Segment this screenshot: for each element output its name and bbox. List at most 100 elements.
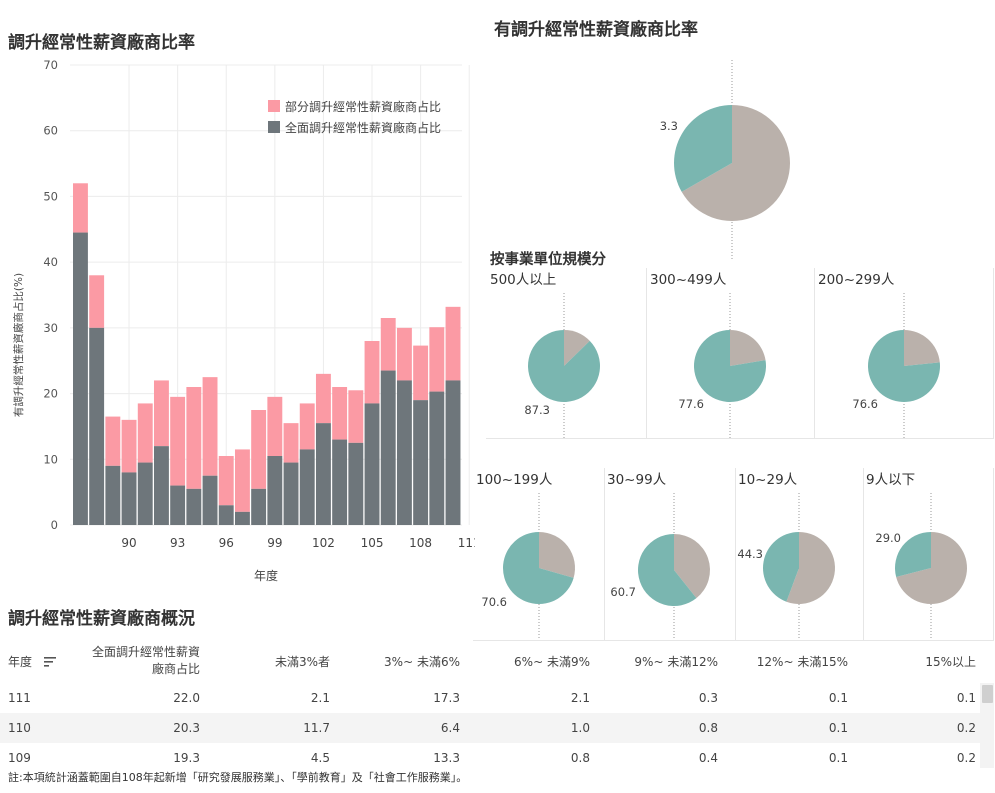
- col-header-12-15[interactable]: 12%~ 未滿15%: [756, 655, 848, 669]
- bar-y-tick-label: 0: [51, 518, 58, 532]
- pie-slice-rest[interactable]: [681, 105, 790, 221]
- bar-full[interactable]: [299, 449, 315, 525]
- bar-partial[interactable]: [105, 416, 121, 466]
- bar-partial[interactable]: [170, 396, 186, 486]
- bar-partial[interactable]: [283, 423, 299, 463]
- table-cell-value: 6.4: [440, 721, 460, 735]
- pie-slice-rest[interactable]: [564, 330, 590, 366]
- bar-partial[interactable]: [251, 410, 267, 489]
- col-header-year-label: 年度: [8, 655, 33, 669]
- bar-full[interactable]: [251, 488, 267, 525]
- bar-partial[interactable]: [89, 275, 105, 328]
- table-cell-value: 0.8: [698, 721, 718, 735]
- pie-slice-raised[interactable]: [503, 532, 574, 604]
- bar-partial[interactable]: [186, 387, 202, 489]
- bar-full[interactable]: [186, 488, 202, 525]
- bar-full[interactable]: [218, 505, 234, 525]
- bar-full[interactable]: [153, 446, 169, 525]
- pie-value-label: 87.3: [524, 403, 550, 417]
- bar-partial[interactable]: [202, 377, 218, 476]
- bar-partial[interactable]: [364, 341, 380, 404]
- bar-partial[interactable]: [218, 456, 234, 506]
- size-pane: 500人以上 87.3: [486, 268, 647, 439]
- col-header-full-line2: 廠商占比: [151, 662, 200, 676]
- bar-partial[interactable]: [445, 306, 461, 381]
- size-group-label: 30~99人: [607, 472, 667, 488]
- col-header-9-12[interactable]: 9%~ 未滿12%: [634, 655, 718, 669]
- size-pie: 70.6: [481, 493, 575, 640]
- table-cell-value: 0.1: [828, 691, 848, 705]
- bar-partial[interactable]: [429, 327, 445, 392]
- pie-slice-raised[interactable]: [694, 330, 766, 402]
- bar-partial[interactable]: [121, 419, 137, 473]
- pie-slice-rest[interactable]: [674, 534, 710, 599]
- sort-icon[interactable]: [43, 656, 56, 670]
- pie-slice-rest[interactable]: [904, 330, 940, 366]
- bar-full[interactable]: [380, 370, 396, 525]
- bar-full[interactable]: [121, 472, 137, 525]
- bar-full[interactable]: [234, 511, 250, 525]
- col-header-15[interactable]: 15%以上: [925, 655, 976, 669]
- pie-slice-raised[interactable]: [674, 105, 732, 192]
- pie-slice-raised[interactable]: [638, 534, 697, 606]
- table-scrollbar[interactable]: [980, 683, 994, 768]
- bar-partial[interactable]: [348, 390, 364, 443]
- bar-full[interactable]: [332, 439, 348, 525]
- table-row: [0, 713, 980, 743]
- bar-partial[interactable]: [73, 183, 88, 233]
- bar-partial[interactable]: [299, 403, 315, 450]
- col-header-year[interactable]: 年度: [8, 653, 56, 670]
- bar-partial[interactable]: [413, 345, 429, 401]
- bar-full[interactable]: [89, 327, 105, 525]
- table-cell-value: 0.8: [570, 751, 590, 765]
- bar-full[interactable]: [429, 391, 445, 525]
- bar-full[interactable]: [413, 400, 429, 525]
- col-header-lt3[interactable]: 未滿3%者: [274, 655, 330, 669]
- pie-slice-rest[interactable]: [730, 330, 766, 366]
- bar-partial[interactable]: [315, 373, 331, 424]
- bar-y-tick-label: 50: [43, 189, 58, 203]
- bar-y-tick-label: 20: [43, 387, 58, 401]
- bar-full[interactable]: [364, 403, 380, 525]
- bar-partial[interactable]: [267, 396, 283, 456]
- bar-partial[interactable]: [380, 318, 396, 371]
- bar-full[interactable]: [445, 380, 461, 525]
- bar-y-axis-label: 有調升經常性薪資廠商占比(%): [12, 273, 25, 417]
- bar-partial[interactable]: [234, 449, 250, 512]
- col-header-full[interactable]: 全面調升經常性薪資 廠商占比: [70, 644, 200, 678]
- bar-full[interactable]: [137, 462, 153, 525]
- bar-full[interactable]: [73, 232, 88, 526]
- table-cell-value: 17.3: [433, 691, 460, 705]
- bar-full[interactable]: [348, 442, 364, 525]
- bar-full[interactable]: [315, 423, 331, 525]
- pie-slice-raised[interactable]: [868, 330, 940, 402]
- table-cell-value: 1.0: [570, 721, 590, 735]
- pie-slice-rest[interactable]: [786, 532, 835, 604]
- bar-x-axis-label: 年度: [254, 568, 278, 583]
- size-pane: 100~199人 70.6: [473, 468, 605, 641]
- size-group-label: 100~199人: [476, 472, 553, 488]
- bar-full[interactable]: [283, 462, 299, 525]
- pie-slice-raised[interactable]: [895, 532, 931, 577]
- bar-full[interactable]: [396, 380, 412, 525]
- pie-slice-rest[interactable]: [896, 532, 967, 604]
- legend-swatch-partial: [268, 100, 280, 112]
- bar-full[interactable]: [202, 475, 218, 525]
- table-cell-value: 0.1: [828, 721, 848, 735]
- size-pane: 300~499人 77.6: [646, 268, 815, 439]
- bar-full[interactable]: [267, 456, 283, 525]
- table-scrollbar-thumb[interactable]: [982, 685, 993, 703]
- bar-partial[interactable]: [137, 403, 153, 463]
- col-header-3-6[interactable]: 3%~ 未滿6%: [384, 655, 460, 669]
- pie-slice-raised[interactable]: [528, 330, 600, 402]
- size-group-label: 300~499人: [650, 272, 727, 288]
- bar-full[interactable]: [105, 465, 121, 525]
- bar-partial[interactable]: [153, 380, 169, 447]
- bar-partial[interactable]: [396, 327, 412, 381]
- col-header-6-9[interactable]: 6%~ 未滿9%: [514, 655, 590, 669]
- bar-partial[interactable]: [332, 387, 348, 440]
- bar-chart-title: 調升經常性薪資廠商比率: [8, 33, 195, 53]
- pie-slice-rest[interactable]: [539, 532, 575, 578]
- pie-slice-raised[interactable]: [763, 532, 799, 602]
- bar-full[interactable]: [170, 485, 186, 525]
